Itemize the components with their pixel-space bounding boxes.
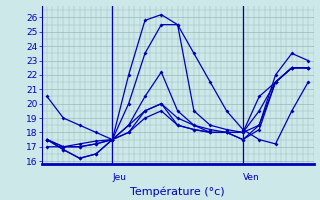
- Text: Ven: Ven: [243, 173, 260, 182]
- Text: Température (°c): Température (°c): [130, 186, 225, 197]
- Text: Jeu: Jeu: [112, 173, 126, 182]
